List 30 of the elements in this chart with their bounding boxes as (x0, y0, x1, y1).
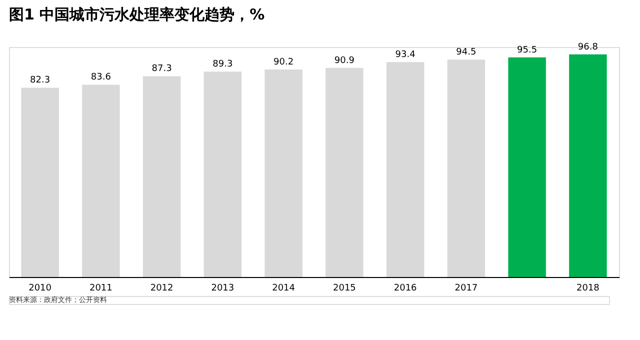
x-tick-label: 2012 (150, 284, 174, 294)
x-tick-label: 2015 (332, 284, 356, 294)
data-label: 94.5 (456, 48, 476, 58)
bar (264, 70, 302, 277)
x-tick-label: 2018 (576, 284, 600, 294)
x-tick-label: 2010 (28, 284, 52, 294)
data-label: 96.8 (578, 42, 598, 52)
data-label: 87.3 (152, 64, 172, 74)
data-label: 90.9 (334, 56, 355, 66)
bar (447, 60, 486, 277)
bar (82, 84, 120, 277)
data-label: 95.5 (517, 45, 538, 56)
bar (204, 72, 242, 277)
bar (326, 68, 364, 277)
x-tick-label: 2011 (89, 284, 112, 294)
x-tick-label: 2017 (454, 284, 478, 294)
chart-title: 图1 中国城市污水处理率变化趋势，% (9, 5, 265, 24)
data-label: 89.3 (212, 60, 233, 70)
data-label: 93.4 (395, 50, 416, 60)
bar (386, 62, 424, 277)
bar (142, 76, 181, 277)
x-tick-label: 2013 (211, 284, 234, 294)
bar (508, 57, 546, 277)
x-tick-label: 2016 (394, 284, 418, 294)
data-label: 90.2 (274, 58, 294, 68)
bar (21, 88, 59, 277)
data-label: 83.6 (90, 72, 112, 83)
x-tick-label: 2014 (272, 284, 296, 294)
data-label: 82.3 (30, 76, 50, 86)
bar (569, 54, 607, 277)
